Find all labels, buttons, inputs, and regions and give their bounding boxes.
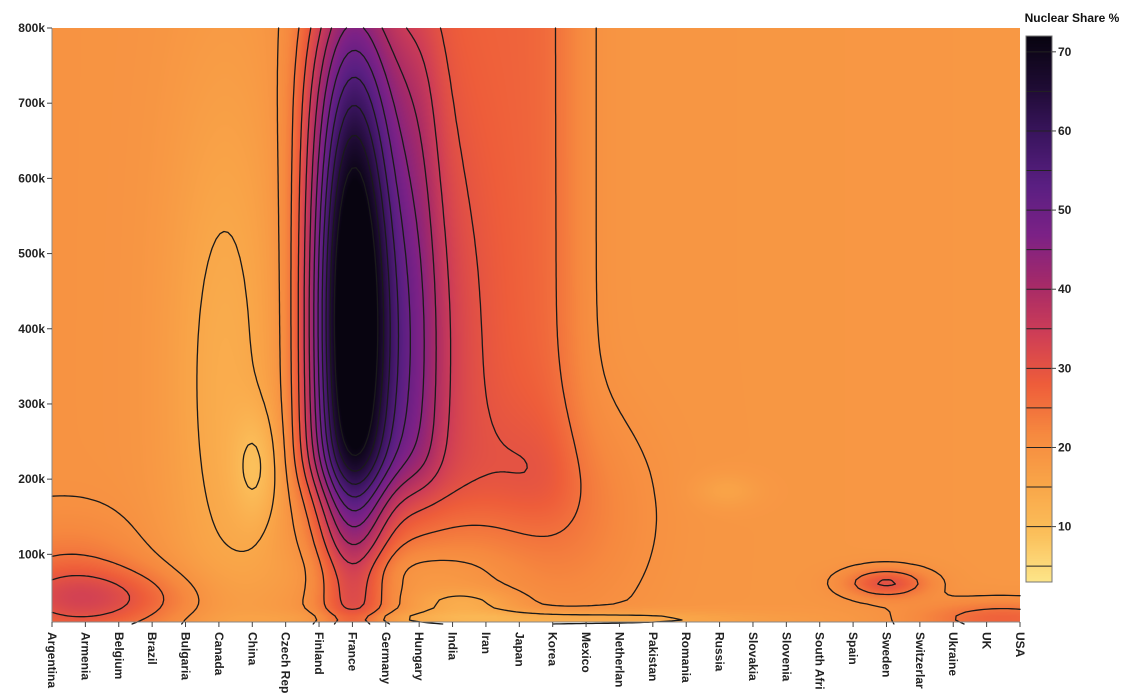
x-tick-label: UK bbox=[980, 632, 994, 650]
colorbar-tick-label: 20 bbox=[1058, 440, 1072, 454]
x-tick-label: Czech Rep bbox=[279, 632, 293, 693]
colorbar-tick-label: 70 bbox=[1058, 45, 1072, 59]
y-tick-label: 600k bbox=[18, 171, 45, 185]
x-tick-label: USA bbox=[1013, 632, 1027, 658]
x-tick-label: Iran bbox=[479, 632, 493, 654]
colorbar-title: Nuclear Share % bbox=[1025, 11, 1120, 25]
x-tick-label: Armenia bbox=[78, 632, 92, 680]
colorbar-tick-label: 30 bbox=[1058, 361, 1072, 375]
contour-line-20 bbox=[51, 27, 1021, 625]
x-tick-label: India bbox=[446, 632, 460, 660]
x-tick-label: Romania bbox=[679, 632, 693, 683]
y-tick-label: 700k bbox=[18, 96, 45, 110]
colorbar-tick-label: 40 bbox=[1058, 282, 1072, 296]
x-tick-label: Spain bbox=[846, 632, 860, 665]
x-tick-label: Sweden bbox=[879, 632, 893, 677]
x-tick-label: France bbox=[345, 632, 359, 672]
contour-line-45 bbox=[313, 27, 425, 528]
x-tick-label: Pakistan bbox=[646, 632, 660, 681]
y-tick-label: 400k bbox=[18, 322, 45, 336]
contour-line-30 bbox=[51, 27, 896, 618]
x-tick-label: Russia bbox=[713, 632, 727, 672]
y-tick-label: 100k bbox=[18, 547, 45, 561]
colorbar-tick-label: 10 bbox=[1058, 520, 1072, 534]
x-tick-label: Mexico bbox=[579, 632, 593, 673]
x-tick-label: Argentina bbox=[45, 632, 59, 688]
x-tick-label: Brazil bbox=[145, 632, 159, 665]
plot-area bbox=[51, 27, 1021, 625]
x-tick-label: Japan bbox=[512, 632, 526, 667]
x-tick-label: Switzerlar bbox=[913, 632, 927, 689]
contour-line-35 bbox=[303, 27, 452, 565]
x-tick-label: Finland bbox=[312, 632, 326, 675]
colorbar-tick-label: 60 bbox=[1058, 124, 1072, 138]
y-tick-label: 300k bbox=[18, 397, 45, 411]
x-tick-label: Belgium bbox=[112, 632, 126, 679]
x-tick-label: Netherlan bbox=[612, 632, 626, 687]
colorbar-gradient bbox=[1026, 36, 1052, 582]
contour-line-40 bbox=[308, 27, 437, 546]
x-tick-label: Canada bbox=[212, 632, 226, 676]
x-tick-label: South Afri bbox=[813, 632, 827, 690]
contour-line-70 bbox=[333, 167, 379, 457]
x-tick-label: Slovenia bbox=[779, 632, 793, 682]
heatmap-surface bbox=[52, 28, 1020, 622]
colorbar-tick-label: 50 bbox=[1058, 203, 1072, 217]
y-tick-label: 200k bbox=[18, 472, 45, 486]
contour-line-15 bbox=[196, 230, 683, 625]
contour-line-65 bbox=[329, 134, 385, 472]
x-tick-label: Germany bbox=[379, 632, 393, 684]
contour-line-10 bbox=[242, 442, 262, 490]
x-tick-label: Hungary bbox=[412, 632, 426, 681]
contour-lines bbox=[51, 27, 1021, 625]
x-tick-label: Bulgaria bbox=[179, 632, 193, 680]
contour-line-55 bbox=[321, 76, 400, 498]
x-tick-label: Ukraine bbox=[946, 632, 960, 676]
contour-line-60 bbox=[325, 104, 391, 485]
y-axis: 100k 200k 300k 400k 500k 600k 700k 800k bbox=[18, 21, 53, 622]
y-tick-label: 800k bbox=[18, 21, 45, 35]
x-tick-label: Korea bbox=[546, 632, 560, 666]
y-tick-label: 500k bbox=[18, 247, 45, 261]
x-axis: Argentina Armenia Belgium Brazil Bulgaria Can… bbox=[45, 621, 1027, 693]
colorbar: Nuclear Share % 10 20 30 40 50 60 70 bbox=[1025, 11, 1120, 583]
x-tick-label: China bbox=[245, 632, 259, 666]
x-tick-label: Slovakia bbox=[746, 632, 760, 681]
contour-line-50 bbox=[317, 49, 411, 512]
contour-line-25 bbox=[51, 27, 1021, 625]
colorbar-frame bbox=[1025, 35, 1053, 583]
